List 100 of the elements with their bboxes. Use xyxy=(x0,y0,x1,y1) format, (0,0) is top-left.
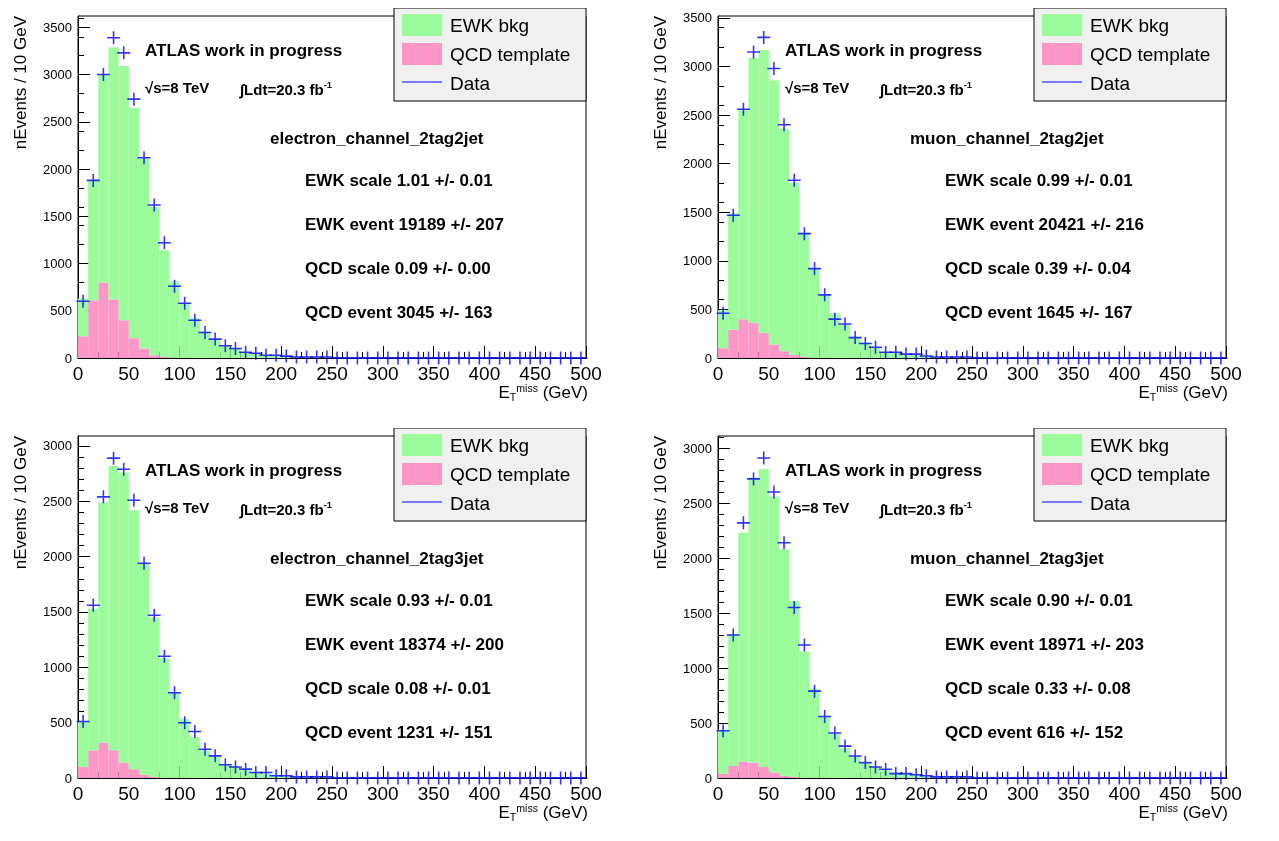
x-tick-label: 250 xyxy=(316,783,348,804)
x-tick-label: 400 xyxy=(468,783,501,804)
legend-label: QCD template xyxy=(1090,463,1211,485)
annotation: ATLAS work in progress xyxy=(785,461,983,480)
y-tick-label: 0 xyxy=(64,770,72,786)
x-tick-label: 500 xyxy=(1210,363,1242,384)
legend-label: Data xyxy=(450,492,491,514)
annotation: EWK scale 0.99 +/- 0.01 xyxy=(945,171,1133,190)
annotation: ATLAS work in progress xyxy=(785,41,983,60)
legend-label: EWK bkg xyxy=(1090,434,1170,456)
y-tick-label: 1000 xyxy=(683,253,712,269)
legend-label: Data xyxy=(450,72,491,94)
legend-label: Data xyxy=(1090,72,1131,94)
x-tick-label: 150 xyxy=(854,783,887,804)
annotation: EWK scale 1.01 +/- 0.01 xyxy=(305,171,493,190)
x-tick-label: 450 xyxy=(1159,783,1192,804)
x-tick-label: 200 xyxy=(905,783,938,804)
y-tick-label: 3500 xyxy=(43,19,72,35)
y-tick-label: 3000 xyxy=(683,440,712,456)
legend-label: EWK bkg xyxy=(450,434,530,456)
annotation: QCD scale 0.33 +/- 0.08 xyxy=(945,679,1131,698)
annotation: EWK scale 0.93 +/- 0.01 xyxy=(305,591,493,610)
annotation: ATLAS work in progress xyxy=(145,461,343,480)
x-tick-label: 500 xyxy=(1210,783,1242,804)
y-tick-label: 500 xyxy=(690,715,712,731)
y-tick-label: 0 xyxy=(704,770,712,786)
y-tick-label: 2500 xyxy=(43,114,72,130)
annotation: QCD event 1645 +/- 167 xyxy=(945,303,1133,322)
annotation: √s=8 TeV xyxy=(785,79,850,96)
legend-label: EWK bkg xyxy=(1090,14,1170,36)
x-tick-label: 50 xyxy=(118,783,140,804)
annotation: QCD event 616 +/- 152 xyxy=(945,723,1124,742)
annotation: electron_channel_2tag2jet xyxy=(270,129,484,148)
annotation: EWK event 18971 +/- 203 xyxy=(945,635,1144,654)
y-tick-label: 1000 xyxy=(43,256,72,272)
x-tick-label: 50 xyxy=(118,363,140,384)
annotation: EWK scale 0.90 +/- 0.01 xyxy=(945,591,1133,610)
x-tick-label: 400 xyxy=(1108,363,1141,384)
x-tick-label: 500 xyxy=(570,783,602,804)
y-tick-label: 3000 xyxy=(43,438,72,454)
annotation: electron_channel_2tag3jet xyxy=(270,549,484,568)
x-tick-label: 500 xyxy=(570,363,602,384)
annotation: QCD scale 0.08 +/- 0.01 xyxy=(305,679,491,698)
x-tick-label: 450 xyxy=(1159,363,1192,384)
x-tick-label: 350 xyxy=(1057,363,1090,384)
x-tick-label: 150 xyxy=(214,783,247,804)
x-tick-label: 100 xyxy=(803,783,836,804)
legend-label: Data xyxy=(1090,492,1131,514)
x-tick-label: 450 xyxy=(519,363,552,384)
x-tick-label: 150 xyxy=(854,363,887,384)
y-tick-label: 0 xyxy=(64,350,72,366)
y-axis-title: nEvents / 10 GeV xyxy=(651,15,670,150)
y-tick-label: 2000 xyxy=(683,550,712,566)
y-axis-title: nEvents / 10 GeV xyxy=(651,435,670,570)
annotation: QCD scale 0.39 +/- 0.04 xyxy=(945,259,1132,278)
y-tick-label: 500 xyxy=(50,715,72,731)
y-tick-label: 0 xyxy=(704,350,712,366)
annotation: √s=8 TeV xyxy=(145,499,210,516)
x-tick-label: 400 xyxy=(1108,783,1141,804)
x-tick-label: 350 xyxy=(417,363,450,384)
x-tick-label: 50 xyxy=(758,783,780,804)
annotation: ATLAS work in progress xyxy=(145,41,343,60)
annotation: √s=8 TeV xyxy=(785,499,850,516)
y-tick-label: 2000 xyxy=(43,161,72,177)
x-tick-label: 200 xyxy=(265,363,298,384)
y-tick-label: 3500 xyxy=(683,10,712,26)
x-tick-label: 300 xyxy=(1006,363,1039,384)
y-tick-label: 1000 xyxy=(43,659,72,675)
x-tick-label: 300 xyxy=(1006,783,1039,804)
x-tick-label: 250 xyxy=(956,783,988,804)
annotation: EWK event 20421 +/- 216 xyxy=(945,215,1144,234)
x-tick-label: 350 xyxy=(1057,783,1090,804)
legend-label: QCD template xyxy=(1090,43,1211,65)
x-tick-label: 300 xyxy=(366,783,399,804)
y-axis-title: nEvents / 10 GeV xyxy=(11,435,30,570)
x-tick-label: 100 xyxy=(163,363,196,384)
y-tick-label: 1500 xyxy=(683,204,712,220)
annotation: muon_channel_2tag3jet xyxy=(910,549,1104,568)
x-tick-label: 150 xyxy=(214,363,247,384)
y-tick-label: 3000 xyxy=(683,59,712,75)
legend-label: EWK bkg xyxy=(450,14,530,36)
x-tick-label: 350 xyxy=(417,783,450,804)
y-tick-label: 2500 xyxy=(43,493,72,509)
y-tick-label: 3000 xyxy=(43,67,72,83)
y-tick-label: 2500 xyxy=(683,495,712,511)
x-tick-label: 200 xyxy=(905,363,938,384)
y-tick-label: 500 xyxy=(690,301,712,317)
x-tick-label: 250 xyxy=(316,363,348,384)
y-tick-label: 1500 xyxy=(43,604,72,620)
y-tick-label: 1500 xyxy=(43,208,72,224)
annotation: √s=8 TeV xyxy=(145,79,210,96)
y-tick-label: 2500 xyxy=(683,107,712,123)
x-tick-label: 200 xyxy=(265,783,298,804)
legend-label: QCD template xyxy=(450,43,571,65)
x-tick-label: 400 xyxy=(468,363,501,384)
annotation: muon_channel_2tag2jet xyxy=(910,129,1104,148)
y-tick-label: 2000 xyxy=(683,156,712,172)
x-tick-label: 250 xyxy=(956,363,988,384)
annotation: EWK event 19189 +/- 207 xyxy=(305,215,504,234)
y-tick-label: 1000 xyxy=(683,660,712,676)
